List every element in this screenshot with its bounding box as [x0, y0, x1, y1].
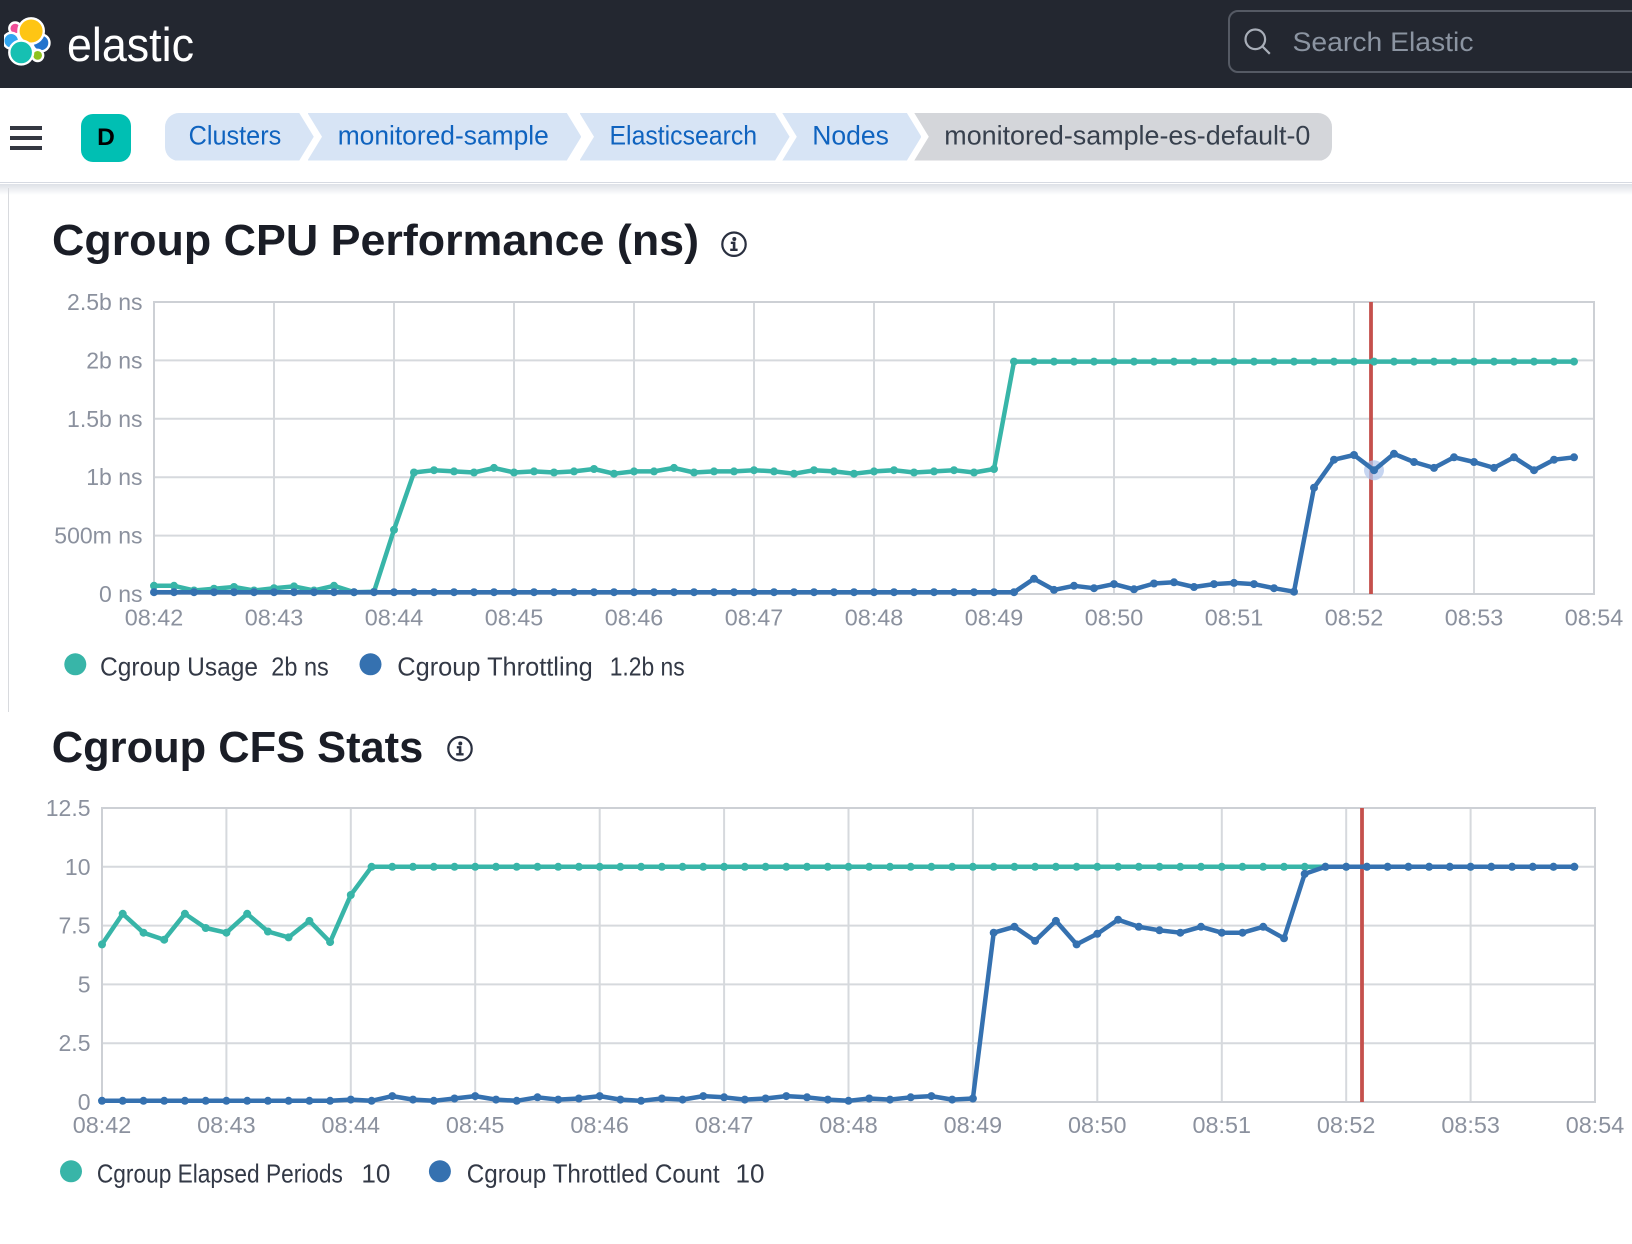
svg-text:08:43: 08:43 [245, 604, 304, 630]
svg-text:500m ns: 500m ns [54, 523, 142, 549]
svg-text:08:52: 08:52 [1317, 1112, 1376, 1138]
svg-text:Search Elastic: Search Elastic [1293, 27, 1474, 57]
svg-text:10: 10 [361, 1158, 390, 1188]
svg-text:2b ns: 2b ns [86, 347, 142, 373]
svg-text:08:44: 08:44 [365, 604, 424, 630]
svg-text:08:48: 08:48 [819, 1112, 878, 1138]
svg-text:08:49: 08:49 [944, 1112, 1003, 1138]
svg-text:monitored-sample-es-default-0: monitored-sample-es-default-0 [944, 121, 1310, 151]
svg-text:1.5b ns: 1.5b ns [67, 406, 142, 432]
svg-text:08:51: 08:51 [1193, 1112, 1252, 1138]
svg-text:0 ns: 0 ns [99, 581, 142, 607]
svg-text:Cgroup Throttled Count: Cgroup Throttled Count [467, 1158, 721, 1188]
svg-text:Cgroup Usage: Cgroup Usage [100, 652, 258, 682]
svg-text:08:49: 08:49 [965, 604, 1024, 630]
svg-text:1b ns: 1b ns [86, 464, 142, 490]
svg-text:Nodes: Nodes [812, 121, 889, 151]
svg-text:Elasticsearch: Elasticsearch [610, 121, 758, 151]
svg-text:Clusters: Clusters [189, 121, 282, 151]
svg-text:08:53: 08:53 [1445, 604, 1504, 630]
svg-text:2.5b ns: 2.5b ns [67, 289, 142, 315]
svg-text:08:45: 08:45 [446, 1112, 505, 1138]
svg-text:08:54: 08:54 [1565, 604, 1624, 630]
svg-text:12.5: 12.5 [46, 795, 91, 821]
svg-text:0: 0 [78, 1089, 91, 1115]
svg-text:Cgroup Elapsed Periods: Cgroup Elapsed Periods [97, 1158, 343, 1188]
svg-text:08:44: 08:44 [322, 1112, 381, 1138]
svg-text:08:42: 08:42 [125, 604, 184, 630]
svg-text:5: 5 [78, 971, 91, 997]
svg-text:08:48: 08:48 [845, 604, 904, 630]
svg-text:08:50: 08:50 [1085, 604, 1144, 630]
svg-text:Cgroup CFS Stats: Cgroup CFS Stats [52, 723, 424, 772]
svg-text:08:43: 08:43 [197, 1112, 256, 1138]
svg-text:08:47: 08:47 [695, 1112, 754, 1138]
svg-text:1.2b ns: 1.2b ns [610, 652, 685, 682]
svg-text:08:51: 08:51 [1205, 604, 1264, 630]
svg-text:08:50: 08:50 [1068, 1112, 1127, 1138]
svg-text:2b ns: 2b ns [271, 652, 329, 682]
svg-text:08:46: 08:46 [570, 1112, 629, 1138]
svg-text:10: 10 [65, 854, 91, 880]
svg-text:elastic: elastic [67, 18, 194, 71]
svg-text:08:46: 08:46 [605, 604, 664, 630]
svg-text:08:42: 08:42 [73, 1112, 132, 1138]
svg-text:Cgroup Throttling: Cgroup Throttling [397, 652, 593, 682]
svg-text:Cgroup CPU Performance (ns): Cgroup CPU Performance (ns) [52, 216, 699, 265]
svg-text:7.5: 7.5 [59, 913, 91, 939]
svg-text:08:54: 08:54 [1566, 1112, 1625, 1138]
svg-text:10: 10 [736, 1158, 765, 1188]
svg-text:08:45: 08:45 [485, 604, 544, 630]
svg-text:08:53: 08:53 [1441, 1112, 1500, 1138]
svg-text:08:47: 08:47 [725, 604, 784, 630]
svg-text:monitored-sample: monitored-sample [338, 121, 549, 151]
svg-text:2.5: 2.5 [59, 1030, 91, 1056]
svg-text:08:52: 08:52 [1325, 604, 1384, 630]
